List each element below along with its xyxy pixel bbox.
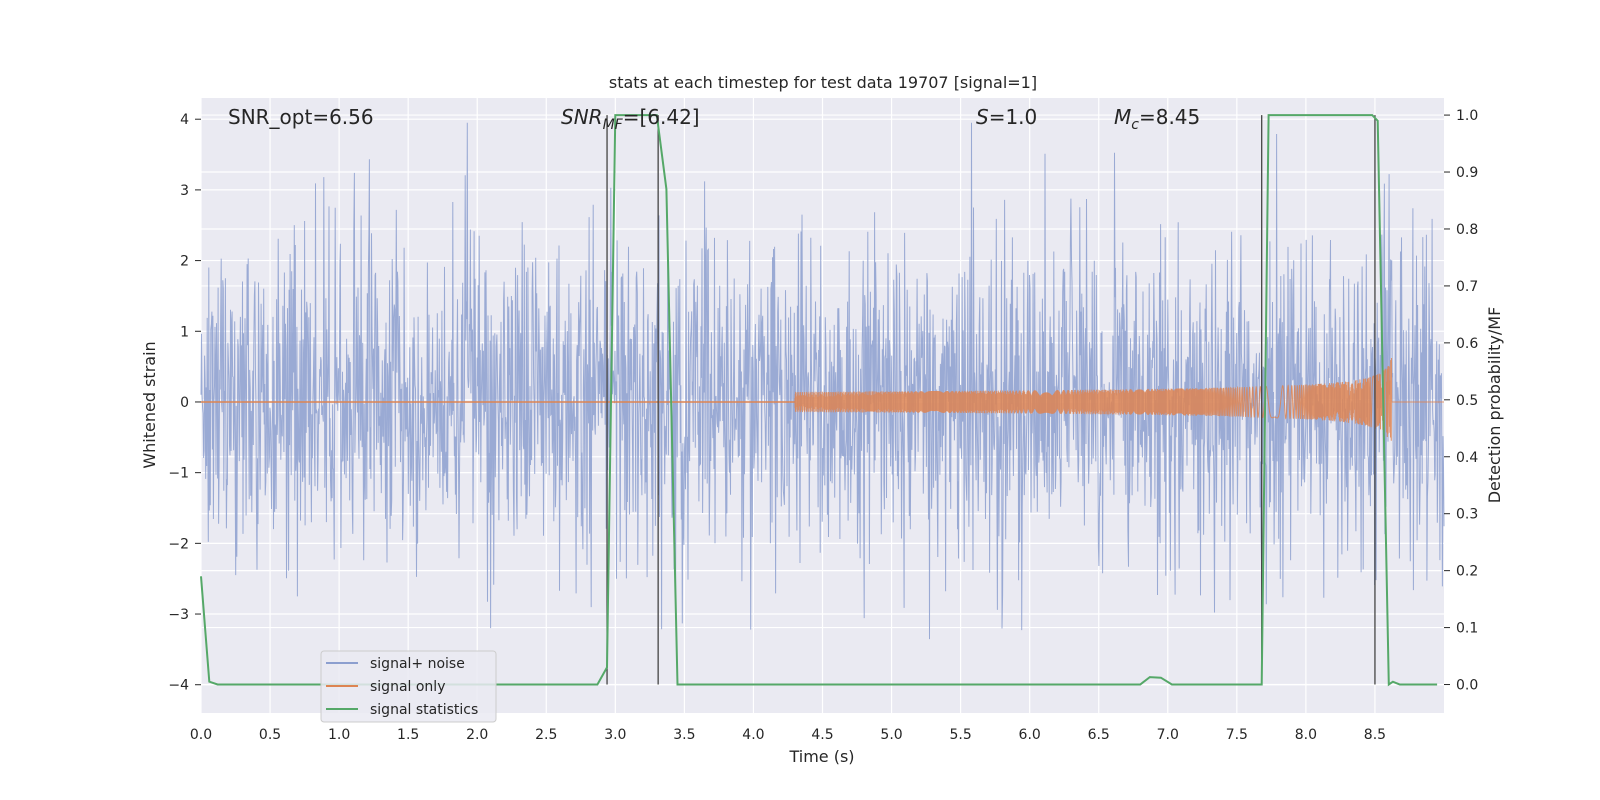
series-signal-statistics [200, 114, 1438, 687]
signal-noise-trace [200, 122, 1445, 640]
y-right-tick-label-0: 0.0 [1456, 678, 1478, 694]
annotation-snr-mf-subscript: MF [603, 117, 624, 133]
y-right-tick-label-5: 0.5 [1456, 393, 1478, 409]
y-right-tick-label-6: 0.6 [1456, 336, 1478, 352]
x-axis-label: Time (s) [788, 747, 854, 766]
y-right-tick-label-8: 0.8 [1456, 222, 1478, 238]
y-left-tick-label-7: 3 [180, 183, 189, 199]
y-left-tick-label-2: −2 [168, 536, 189, 552]
annotation-s-symbol: S [976, 105, 989, 129]
y-right-tick-label-7: 0.7 [1456, 279, 1478, 295]
x-tick-label-14: 7.0 [1157, 727, 1179, 743]
x-tick-label-12: 6.0 [1019, 727, 1041, 743]
y-right-tick-label-9: 0.9 [1456, 165, 1478, 181]
x-tick-label-9: 4.5 [811, 727, 833, 743]
legend-label-signal-statistics: signal statistics [370, 702, 478, 718]
x-tick-label-15: 7.5 [1226, 727, 1248, 743]
y-right-tick-label-2: 0.2 [1456, 564, 1478, 580]
vertical-markers [606, 115, 1376, 685]
legend-label-signal-noise: signal+ noise [370, 656, 465, 672]
y-right-tick-label-10: 1.0 [1456, 108, 1478, 124]
annotation-snr-opt: SNR_opt=6.56 [228, 105, 374, 129]
x-tick-label-11: 5.5 [949, 727, 971, 743]
annotation-snr-mf-symbol: SNR [561, 105, 603, 129]
legend-label-signal-only: signal only [370, 679, 445, 695]
x-tick-label-13: 6.5 [1088, 727, 1110, 743]
y-left-tick-label-3: −1 [168, 466, 189, 482]
y-left-tick-label-1: −3 [168, 607, 189, 623]
x-tick-label-10: 5.0 [880, 727, 902, 743]
signal-statistics-line [200, 114, 1438, 687]
x-tick-label-17: 8.5 [1364, 727, 1386, 743]
y-axis-left-ticks: −4 −3 −2 −1 0 1 2 3 4 [168, 112, 201, 694]
legend-box [320, 650, 497, 723]
annotation-s-value: =1.0 [989, 105, 1038, 129]
signal-only-chirp [794, 358, 1445, 441]
series-signal-noise [200, 122, 1445, 640]
chart-title: stats at each timestep for test data 197… [609, 73, 1037, 92]
y-axis-right-ticks: 0.0 0.1 0.2 0.3 0.4 0.5 0.6 0.7 0.8 0.9 1.0 [1444, 108, 1478, 694]
annotation-snr-mf-value: =[6.42] [623, 105, 700, 129]
x-axis-ticks: 0.0 0.5 1.0 1.5 2.0 2.5 3.0 3.5 4.0 4.5 5.0 5.5 6.0 6… [190, 727, 1386, 743]
series-signal-only [201, 358, 1445, 441]
x-tick-label-7: 3.5 [673, 727, 695, 743]
x-tick-label-8: 4.0 [742, 727, 764, 743]
annotation-s: S=1.0 [976, 105, 1037, 129]
x-tick-label-4: 2.0 [466, 727, 488, 743]
y-axis-right-label: Detection probability/MF [1485, 307, 1504, 504]
x-tick-label-2: 1.0 [328, 727, 350, 743]
y-left-tick-label-0: −4 [168, 678, 189, 694]
annotation-mc: Mc=8.45 [1114, 105, 1200, 133]
y-left-tick-label-6: 2 [180, 254, 189, 270]
x-tick-label-16: 8.0 [1295, 727, 1317, 743]
y-left-tick-label-4: 0 [180, 395, 189, 411]
annotation-mc-value: =8.45 [1139, 105, 1200, 129]
y-left-tick-label-5: 1 [180, 324, 189, 340]
x-tick-label-1: 0.5 [259, 727, 281, 743]
y-axis-left-label: Whitened strain [140, 341, 159, 468]
annotation-snr-mf: SNRMF=[6.42] [561, 105, 700, 133]
y-right-tick-label-1: 0.1 [1456, 621, 1478, 637]
y-right-tick-label-4: 0.4 [1456, 450, 1478, 466]
annotation-mc-subscript: c [1131, 117, 1139, 133]
annotation-mc-symbol: M [1114, 105, 1131, 129]
x-tick-label-3: 1.5 [397, 727, 419, 743]
y-right-tick-label-3: 0.3 [1456, 507, 1478, 523]
x-tick-label-6: 3.0 [604, 727, 626, 743]
legend: signal+ noise signal only signal statist… [320, 650, 497, 723]
y-left-tick-label-8: 4 [180, 112, 189, 128]
x-tick-label-0: 0.0 [190, 727, 212, 743]
x-tick-label-5: 2.5 [535, 727, 557, 743]
